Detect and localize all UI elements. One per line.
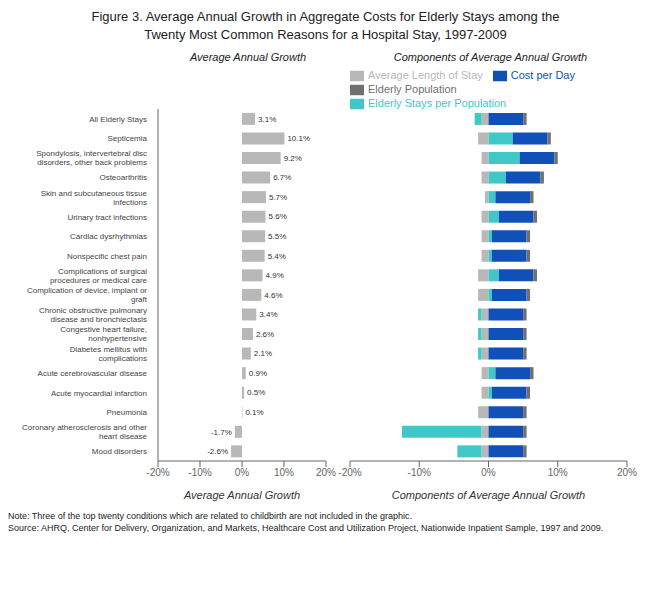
svg-text:-10%: -10% <box>188 467 211 478</box>
svg-text:0%: 0% <box>481 467 496 478</box>
html-text:Note: Three of the top twenty: Note: Three of the top twenty conditions… <box>8 511 413 522</box>
svg-text:Acute myocardial infarction: Acute myocardial infarction <box>51 389 147 398</box>
svg-text:5.5%: 5.5% <box>268 232 286 241</box>
svg-text:Skin and subcutaneous tissuein: Skin and subcutaneous tissueinfections <box>41 189 148 207</box>
html-text:Components of Average Annual G: Components of Average Annual Growth <box>393 51 588 64</box>
svg-text:Pneumonia: Pneumonia <box>107 408 148 417</box>
svg-text:Urinary tract infections: Urinary tract infections <box>67 213 147 222</box>
svg-text:0%: 0% <box>235 467 250 478</box>
svg-text:Osteoarthritis: Osteoarthritis <box>99 174 147 183</box>
svg-text:3.1%: 3.1% <box>258 115 276 124</box>
svg-text:9.2%: 9.2% <box>284 154 302 163</box>
svg-text:Nonspecific chest pain: Nonspecific chest pain <box>67 252 147 261</box>
svg-text:Acute cerebrovascular disease: Acute cerebrovascular disease <box>38 369 148 378</box>
svg-text:20%: 20% <box>316 467 336 478</box>
svg-text:Cardiac dysrhythmias: Cardiac dysrhythmias <box>70 232 147 241</box>
html-text:Figure 3. Average Annual Growt: Figure 3. Average Annual Growth in Aggre… <box>91 9 560 42</box>
svg-text:4.9%: 4.9% <box>266 271 284 280</box>
svg-text:Chronic obstructive pulmonaryd: Chronic obstructive pulmonarydisease and… <box>39 306 147 324</box>
svg-text:0.9%: 0.9% <box>249 369 267 378</box>
svg-text:2.6%: 2.6% <box>256 330 274 339</box>
svg-text:20%: 20% <box>617 467 637 478</box>
html-text:Source: AHRQ, Center for Deliv: Source: AHRQ, Center for Delivery, Organ… <box>8 522 604 533</box>
svg-text:-2.6%: -2.6% <box>207 447 228 456</box>
svg-text:Congestive heart failure,nonhy: Congestive heart failure,nonhypertensive <box>60 325 147 343</box>
svg-text:6.7%: 6.7% <box>273 173 291 182</box>
svg-text:Diabetes mellitus withcomplica: Diabetes mellitus withcomplications <box>70 345 147 363</box>
svg-text:0.5%: 0.5% <box>247 389 265 398</box>
svg-text:-10%: -10% <box>408 467 431 478</box>
html-text:Average Annual Growth: Average Annual Growth <box>189 51 307 64</box>
html-text:Cost per Day: Cost per Day <box>510 69 575 82</box>
svg-text:10.1%: 10.1% <box>287 134 310 143</box>
svg-text:0.1%: 0.1% <box>245 408 263 417</box>
svg-text:5.7%: 5.7% <box>269 193 287 202</box>
svg-text:-1.7%: -1.7% <box>211 428 232 437</box>
svg-text:3.4%: 3.4% <box>259 310 277 319</box>
html-text:Average Length of Stay: Average Length of Stay <box>368 69 483 82</box>
svg-text:All Elderly Stays: All Elderly Stays <box>89 115 147 124</box>
html-text:Elderly Population: Elderly Population <box>368 83 457 96</box>
svg-text:2.1%: 2.1% <box>254 349 272 358</box>
svg-text:Spondylosis, intervertebral di: Spondylosis, intervertebral discdisorder… <box>36 149 147 167</box>
svg-text:10%: 10% <box>274 467 294 478</box>
svg-text:Average Annual Growth: Average Annual Growth <box>183 489 300 501</box>
svg-text:Septicemia: Septicemia <box>107 134 147 143</box>
svg-text:Complication of device, implan: Complication of device, implant orgraft <box>27 286 148 304</box>
svg-text:-20%: -20% <box>146 467 169 478</box>
svg-text:Mood disorders: Mood disorders <box>92 447 147 456</box>
svg-text:5.6%: 5.6% <box>269 213 287 222</box>
svg-text:Coronary atherosclerosis and o: Coronary atherosclerosis and otherheart … <box>22 423 148 441</box>
svg-text:10%: 10% <box>548 467 568 478</box>
svg-text:Complications of surgicalproce: Complications of surgicalprocedures or m… <box>50 267 147 285</box>
svg-text:-20%: -20% <box>338 467 361 478</box>
svg-text:5.4%: 5.4% <box>268 252 286 261</box>
html-text:Elderly Stays per Population: Elderly Stays per Population <box>368 97 507 110</box>
svg-text:Components of Average Annual G: Components of Average Annual Growth <box>392 489 585 501</box>
svg-text:4.6%: 4.6% <box>264 291 282 300</box>
